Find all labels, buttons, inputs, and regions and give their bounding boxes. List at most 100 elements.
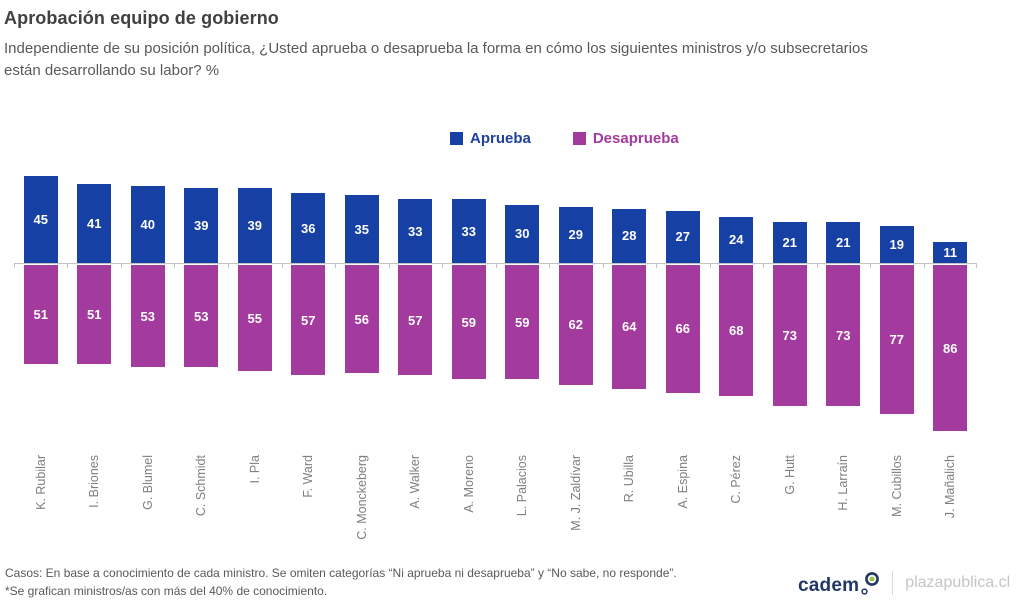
legend-item-desaprueba: Desaprueba bbox=[572, 130, 679, 147]
approve-bar: 40 bbox=[130, 185, 165, 263]
category-label: J. Mañalich bbox=[943, 455, 958, 519]
approve-swatch-icon bbox=[450, 132, 463, 145]
axis-tick bbox=[816, 264, 818, 268]
category-slot: 39 55 I. Pla bbox=[228, 170, 282, 560]
footnote-line-2: *Se grafican ministros/as con más del 40… bbox=[5, 584, 328, 598]
disapprove-bar: 86 bbox=[933, 265, 968, 432]
category-slot: 21 73 G. Hutt bbox=[763, 170, 817, 560]
disapprove-bar: 57 bbox=[398, 265, 433, 376]
category-slot: 41 51 I. Briones bbox=[68, 170, 122, 560]
axis-tick bbox=[495, 264, 497, 268]
approve-value-label: 29 bbox=[568, 227, 583, 243]
disapprove-value-label: 77 bbox=[889, 331, 904, 347]
disapprove-value-label: 56 bbox=[354, 311, 369, 327]
disapprove-bar: 53 bbox=[184, 265, 219, 368]
disapprove-bar: 66 bbox=[665, 265, 700, 393]
category-slot: 39 53 C. Schmidt bbox=[175, 170, 229, 560]
category-label: G. Hutt bbox=[782, 455, 797, 495]
disapprove-bar: 77 bbox=[879, 265, 914, 414]
axis-tick bbox=[763, 264, 764, 268]
disapprove-bar: 68 bbox=[719, 265, 754, 397]
approve-bar: 11 bbox=[933, 241, 968, 263]
axis-tick bbox=[655, 264, 657, 268]
approve-value-label: 21 bbox=[782, 235, 797, 251]
category-label: I. Pla bbox=[247, 455, 262, 484]
header: Aprobación equipo de gobierno Independie… bbox=[4, 8, 964, 82]
category-slot: 30 59 L. Palacios bbox=[496, 170, 550, 560]
cadem-wordmark: cadem bbox=[798, 575, 860, 596]
approve-value-label: 39 bbox=[247, 217, 262, 233]
axis-tick bbox=[67, 264, 69, 268]
category-slot: 27 66 A. Espina bbox=[656, 170, 710, 560]
approve-value-label: 21 bbox=[836, 235, 851, 251]
category-label: C. Schmidt bbox=[194, 455, 209, 517]
disapprove-value-label: 62 bbox=[568, 317, 583, 333]
chart-slots: 45 51 K. Rubilar 41 51 I. Briones 40 53 G. Blume… bbox=[14, 170, 977, 560]
disapprove-bar: 59 bbox=[505, 265, 540, 380]
category-label: M. Cubillos bbox=[889, 455, 904, 517]
subtitle-line-2: están desarrollando su labor? % bbox=[4, 62, 220, 79]
category-slot: 33 57 A. Walker bbox=[389, 170, 443, 560]
approve-bar: 21 bbox=[772, 222, 807, 263]
chart-legend: Aprueba Desaprueba bbox=[450, 130, 679, 147]
category-slot: 33 59 A. Moreno bbox=[442, 170, 496, 560]
disapprove-bar: 62 bbox=[558, 265, 593, 385]
plazapublica-wordmark: plazapublica.cl bbox=[905, 574, 1011, 591]
disapprove-bar: 64 bbox=[612, 265, 647, 389]
disapprove-bar: 73 bbox=[772, 265, 807, 407]
approve-value-label: 30 bbox=[515, 226, 530, 242]
disapprove-bar: 57 bbox=[291, 265, 326, 376]
approve-value-label: 11 bbox=[943, 244, 958, 260]
category-label: A. Walker bbox=[408, 455, 423, 509]
disapprove-swatch-icon bbox=[572, 132, 586, 145]
page-title: Aprobación equipo de gobierno bbox=[4, 8, 279, 28]
approve-value-label: 28 bbox=[622, 228, 637, 244]
category-slot: 45 51 K. Rubilar bbox=[14, 170, 68, 560]
disapprove-bar: 51 bbox=[23, 265, 58, 364]
disapprove-value-label: 68 bbox=[729, 323, 744, 339]
category-label: A. Espina bbox=[675, 455, 690, 509]
disapprove-value-label: 55 bbox=[247, 310, 262, 326]
disapprove-value-label: 57 bbox=[408, 312, 423, 328]
brand-area: cadem plazapublica.cl bbox=[798, 570, 1010, 596]
chart: 45 51 K. Rubilar 41 51 I. Briones 40 53 G. Blume… bbox=[14, 170, 977, 560]
category-slot: 29 62 M. J. Zaldívar bbox=[549, 170, 603, 560]
legend-label-desaprueba: Desaprueba bbox=[592, 130, 679, 147]
axis-tick bbox=[976, 264, 977, 268]
approve-value-label: 35 bbox=[354, 221, 369, 237]
approve-bar: 33 bbox=[451, 199, 486, 263]
disapprove-value-label: 57 bbox=[301, 312, 316, 328]
approve-bar: 33 bbox=[398, 199, 433, 263]
disapprove-bar: 56 bbox=[344, 265, 379, 374]
category-slot: 11 86 J. Mañalich bbox=[924, 170, 978, 560]
axis-tick bbox=[869, 264, 871, 268]
approve-value-label: 33 bbox=[461, 223, 476, 239]
approve-bar: 35 bbox=[344, 195, 379, 263]
approve-value-label: 41 bbox=[87, 215, 102, 231]
axis-tick bbox=[281, 264, 283, 268]
approve-value-label: 45 bbox=[33, 211, 48, 227]
disapprove-value-label: 51 bbox=[87, 306, 102, 322]
footnotes: Casos: En base a conocimiento de cada mi… bbox=[5, 564, 677, 600]
category-label: L. Palacios bbox=[515, 455, 530, 517]
category-slot: 24 68 C. Pérez bbox=[710, 170, 764, 560]
disapprove-bar: 73 bbox=[826, 265, 861, 407]
approve-bar: 39 bbox=[184, 187, 219, 263]
category-label: C. Pérez bbox=[729, 455, 744, 504]
axis-tick bbox=[120, 264, 122, 268]
disapprove-value-label: 86 bbox=[943, 340, 958, 356]
disapprove-bar: 53 bbox=[130, 265, 165, 368]
approve-bar: 30 bbox=[505, 205, 540, 263]
legend-label-aprueba: Aprueba bbox=[470, 130, 531, 147]
category-slot: 36 57 F. Ward bbox=[282, 170, 336, 560]
category-slot: 21 73 H. Larraín bbox=[817, 170, 871, 560]
legend-item-aprueba: Aprueba bbox=[450, 130, 531, 147]
footnote-line-1: Casos: En base a conocimiento de cada mi… bbox=[5, 566, 677, 580]
axis-tick bbox=[388, 264, 390, 268]
approve-value-label: 40 bbox=[140, 216, 155, 232]
approve-value-label: 27 bbox=[675, 229, 690, 245]
category-label: I. Briones bbox=[87, 455, 102, 508]
axis-tick bbox=[709, 264, 711, 268]
axis-tick bbox=[602, 264, 604, 268]
